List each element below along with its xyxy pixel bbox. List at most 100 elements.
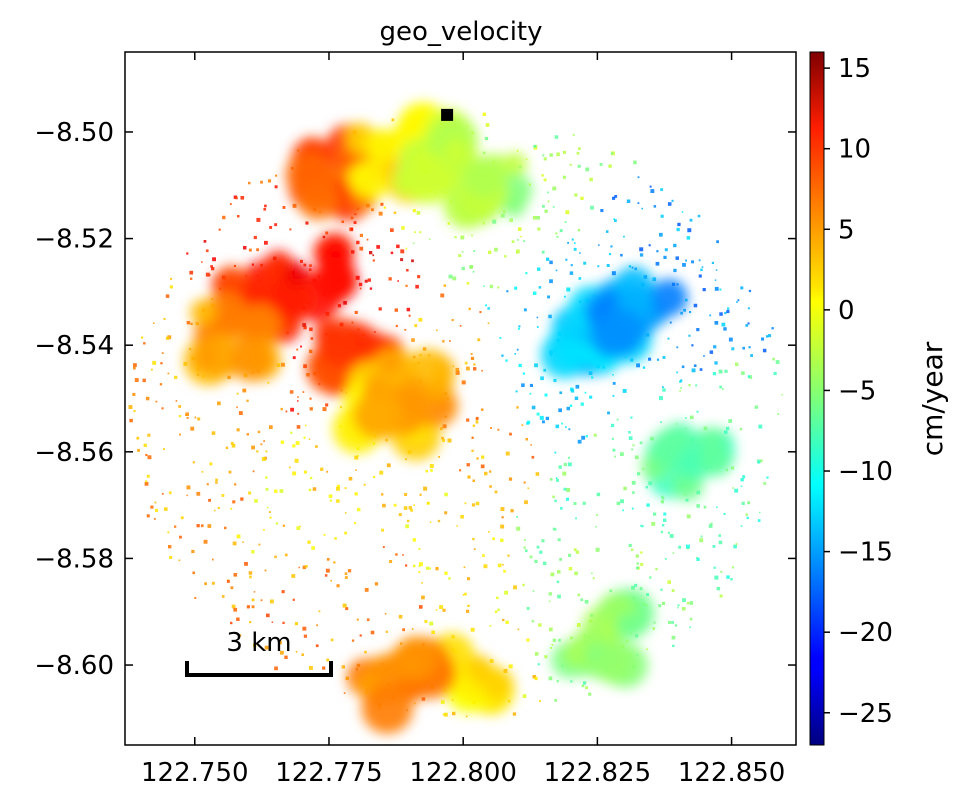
velocity-pixel xyxy=(305,565,308,568)
velocity-pixel xyxy=(489,659,494,663)
velocity-pixel xyxy=(419,231,422,234)
velocity-pixel xyxy=(537,663,540,666)
velocity-pixel xyxy=(369,251,373,255)
velocity-pixel xyxy=(553,378,557,382)
velocity-pixel xyxy=(251,445,255,450)
velocity-pixel xyxy=(153,518,156,520)
velocity-pixel xyxy=(563,487,567,491)
velocity-pixel xyxy=(685,259,687,262)
velocity-pixel xyxy=(174,525,177,528)
velocity-pixel xyxy=(719,288,722,291)
velocity-pixel xyxy=(186,485,191,490)
velocity-pixel xyxy=(558,638,561,642)
velocity-pixel xyxy=(265,487,269,491)
velocity-pixel xyxy=(754,405,758,409)
velocity-pixel xyxy=(575,384,580,389)
velocity-pixel xyxy=(296,348,299,351)
velocity-pixel xyxy=(196,491,201,496)
velocity-pixel xyxy=(163,448,165,450)
velocity-pixel xyxy=(765,335,769,338)
velocity-pixel xyxy=(567,462,572,467)
velocity-pixel xyxy=(686,514,691,519)
velocity-pixel xyxy=(315,644,319,648)
velocity-pixel xyxy=(552,495,555,499)
velocity-pixel xyxy=(662,497,665,500)
velocity-pixel xyxy=(508,477,513,481)
velocity-pixel xyxy=(676,346,679,349)
velocity-pixel xyxy=(655,567,658,571)
velocity-pixel xyxy=(507,554,510,557)
velocity-pixel xyxy=(371,208,374,212)
velocity-pixel xyxy=(543,157,547,161)
velocity-pixel xyxy=(540,376,544,381)
velocity-pixel xyxy=(502,563,504,566)
velocity-region-patch xyxy=(283,261,309,287)
velocity-pixel xyxy=(699,538,704,543)
velocity-pixel xyxy=(746,516,749,520)
velocity-pixel xyxy=(579,252,581,254)
velocity-region-patch xyxy=(271,278,315,321)
velocity-pixel xyxy=(747,322,750,325)
velocity-pixel xyxy=(514,286,518,290)
velocity-pixel xyxy=(747,501,751,505)
velocity-pixel xyxy=(504,590,508,595)
velocity-pixel xyxy=(568,456,570,459)
velocity-pixel xyxy=(351,639,355,642)
velocity-pixel xyxy=(686,602,690,605)
velocity-pixel xyxy=(555,232,558,235)
velocity-pixel xyxy=(632,491,635,494)
velocity-pixel xyxy=(260,599,263,602)
velocity-pixel xyxy=(516,249,520,254)
velocity-pixel xyxy=(636,566,639,570)
velocity-pixel xyxy=(636,363,640,368)
velocity-pixel xyxy=(678,545,682,549)
velocity-pixel xyxy=(315,445,318,448)
velocity-pixel xyxy=(735,362,739,366)
velocity-pixel xyxy=(531,455,535,459)
velocity-region-patch xyxy=(699,443,733,477)
velocity-pixel xyxy=(279,650,284,655)
velocity-pixel xyxy=(580,402,584,406)
velocity-pixel xyxy=(537,227,541,231)
velocity-region-patch xyxy=(239,307,269,337)
velocity-pixel xyxy=(215,478,218,482)
velocity-pixel xyxy=(473,548,476,551)
velocity-pixel xyxy=(427,502,430,504)
velocity-pixel xyxy=(459,325,462,327)
velocity-pixel xyxy=(639,587,643,591)
velocity-pixel xyxy=(620,499,624,504)
plot-frame xyxy=(124,51,797,746)
velocity-pixel xyxy=(549,478,553,481)
velocity-pixel xyxy=(566,406,570,411)
velocity-pixel xyxy=(211,581,215,585)
velocity-pixel xyxy=(448,274,453,279)
velocity-pixel xyxy=(479,311,482,314)
velocity-pixel xyxy=(217,506,220,509)
velocity-pixel xyxy=(630,416,633,419)
velocity-pixel xyxy=(682,607,686,611)
velocity-pixel xyxy=(709,350,714,354)
velocity-pixel xyxy=(660,530,664,534)
velocity-pixel xyxy=(568,428,571,431)
velocity-pixel xyxy=(155,400,158,403)
velocity-pixel xyxy=(667,337,670,340)
velocity-pixel xyxy=(378,211,383,216)
velocity-pixel xyxy=(297,400,299,402)
velocity-regions xyxy=(183,102,736,734)
y-tick-label: −8.60 xyxy=(34,651,114,681)
velocity-pixel xyxy=(714,321,719,325)
velocity-pixel xyxy=(503,570,506,573)
velocity-pixel xyxy=(204,582,207,586)
velocity-pixel xyxy=(534,676,538,681)
velocity-pixel xyxy=(693,364,697,367)
velocity-pixel xyxy=(230,586,234,590)
velocity-pixel xyxy=(437,519,441,523)
velocity-pixel xyxy=(470,353,473,355)
velocity-pixel xyxy=(295,650,298,653)
velocity-pixel xyxy=(423,486,428,491)
velocity-pixel xyxy=(213,509,216,512)
velocity-pixel xyxy=(713,566,716,569)
reference-point-marker xyxy=(441,108,454,121)
velocity-pixel xyxy=(740,485,743,488)
velocity-pixel xyxy=(523,481,526,484)
